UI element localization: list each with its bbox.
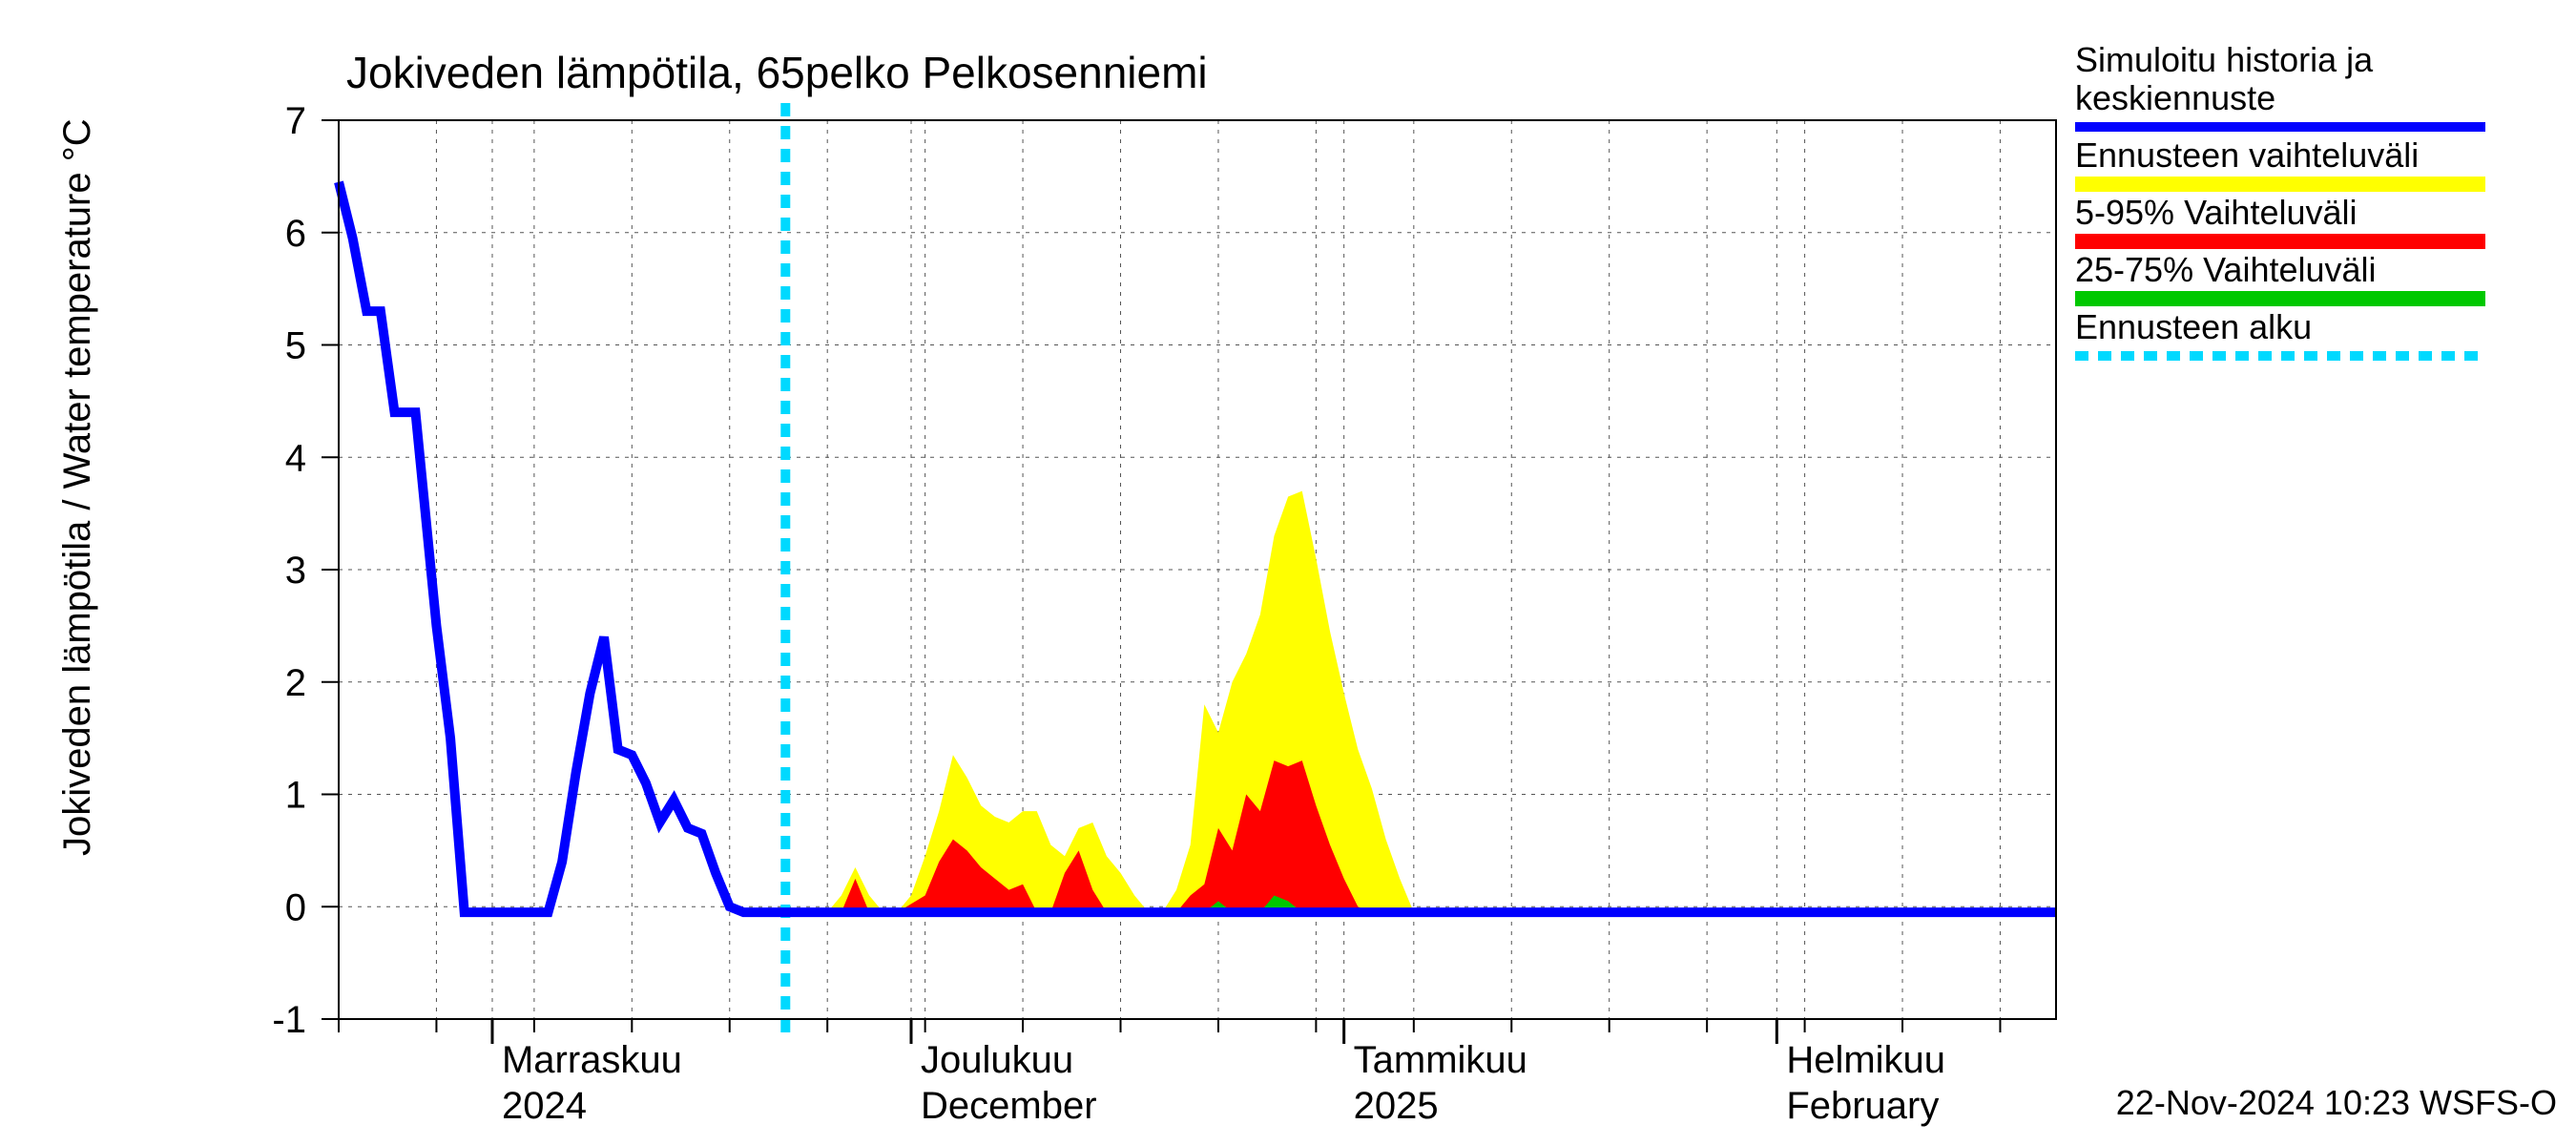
y-tick-label: 4 (285, 437, 306, 479)
y-tick-label: 0 (285, 886, 306, 928)
month-label-bottom: 2025 (1354, 1085, 1439, 1127)
month-label-top: Joulukuu (921, 1039, 1073, 1081)
legend-label: 25-75% Vaihteluväli (2075, 250, 2377, 289)
y-tick-label: 5 (285, 325, 306, 367)
legend-label: Simuloitu historia ja (2075, 40, 2374, 79)
legend-label: Ennusteen alku (2075, 307, 2312, 346)
legend-swatch (2075, 177, 2485, 192)
legend-label: 5-95% Vaihteluväli (2075, 193, 2358, 232)
y-tick-label: 3 (285, 550, 306, 592)
chart-svg: -1 0 1 2 3 4 5 6 7 Marraskuu2024 JoulukuuDecember T… (0, 0, 2576, 1145)
month-label-top: Helmikuu (1786, 1039, 1945, 1081)
month-label-top: Tammikuu (1354, 1039, 1527, 1081)
y-tick-label: 6 (285, 213, 306, 255)
y-tick-label: 1 (285, 775, 306, 817)
legend-label: keskiennuste (2075, 78, 2275, 117)
month-label-top: Marraskuu (502, 1039, 682, 1081)
chart-title: Jokiveden lämpötila, 65pelko Pelkosennie… (346, 48, 1208, 97)
legend-swatch (2075, 234, 2485, 249)
month-label-bottom: 2024 (502, 1085, 587, 1127)
y-axis-label: Jokiveden lämpötila / Water temperature … (56, 118, 98, 856)
legend-swatch (2075, 291, 2485, 306)
footer-timestamp: 22-Nov-2024 10:23 WSFS-O (2116, 1083, 2557, 1122)
y-tick-label: 2 (285, 662, 306, 704)
chart-container: -1 0 1 2 3 4 5 6 7 Marraskuu2024 JoulukuuDecember T… (0, 0, 2576, 1145)
y-tick-label: 7 (285, 100, 306, 142)
month-label-bottom: December (921, 1085, 1097, 1127)
legend-label: Ennusteen vaihteluväli (2075, 135, 2419, 175)
month-label-bottom: February (1786, 1085, 1939, 1127)
y-tick-label: -1 (272, 999, 306, 1041)
